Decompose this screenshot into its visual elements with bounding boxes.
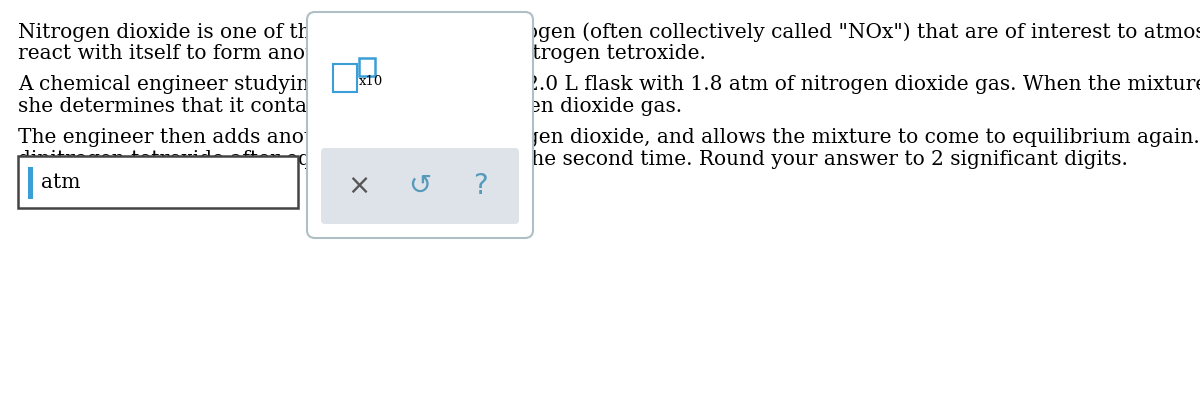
FancyBboxPatch shape <box>18 156 298 208</box>
Text: ×: × <box>348 172 371 200</box>
Text: react with itself to form another form of NOx, dinitrogen tetroxide.: react with itself to form another form o… <box>18 44 706 63</box>
Text: ↺: ↺ <box>408 172 432 200</box>
FancyBboxPatch shape <box>322 148 520 224</box>
Text: x10: x10 <box>359 75 383 88</box>
Text: dinitrogen tetroxide after equilibrium is reached the second time. Round your an: dinitrogen tetroxide after equilibrium i… <box>18 150 1128 169</box>
Text: A chemical engineer studying this reaction fills a 2.0 L flask with 1.8 atm of n: A chemical engineer studying this reacti… <box>18 75 1200 94</box>
Text: ?: ? <box>474 172 488 200</box>
FancyBboxPatch shape <box>28 167 34 199</box>
FancyBboxPatch shape <box>359 58 374 76</box>
Text: she determines that it contains 0.70 atm of nitrogen dioxide gas.: she determines that it contains 0.70 atm… <box>18 97 682 116</box>
FancyBboxPatch shape <box>307 12 533 238</box>
Text: atm: atm <box>41 172 80 192</box>
Text: Nitrogen dioxide is one of the many oxides of nitrogen (often collectively calle: Nitrogen dioxide is one of the many oxid… <box>18 22 1200 42</box>
FancyBboxPatch shape <box>334 64 358 92</box>
Text: The engineer then adds another 0.45 atm of nitrogen dioxide, and allows the mixt: The engineer then adds another 0.45 atm … <box>18 128 1200 147</box>
